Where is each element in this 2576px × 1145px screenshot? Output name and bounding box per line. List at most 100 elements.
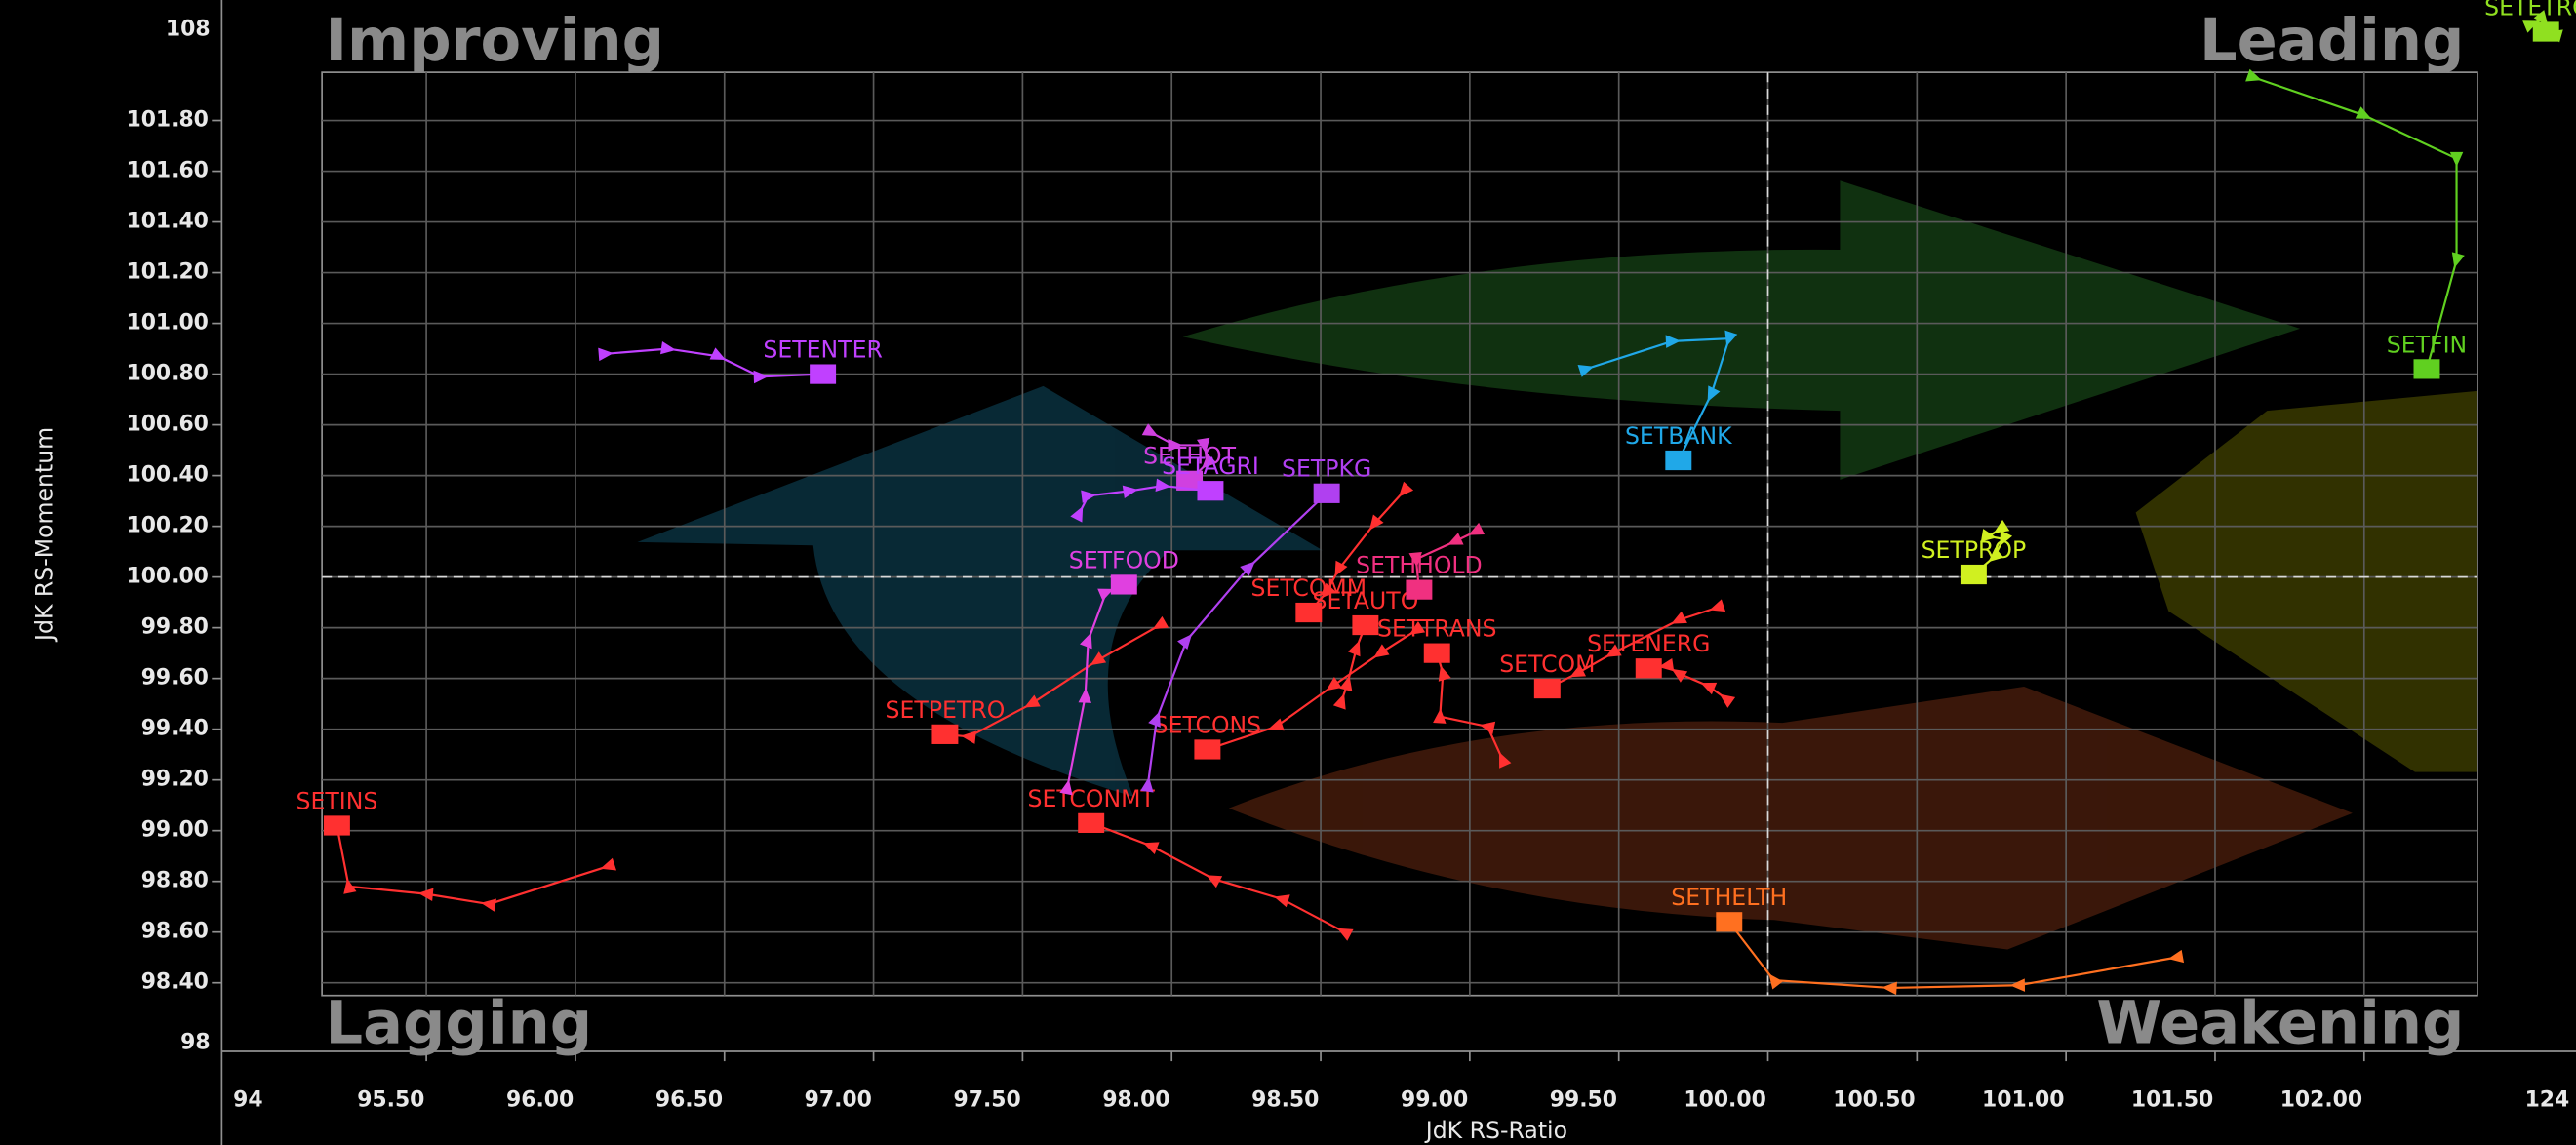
trail-marker xyxy=(1141,423,1159,437)
trail-marker xyxy=(1665,335,1682,348)
trail-marker xyxy=(600,857,616,871)
x-tick-label: 96.00 xyxy=(506,1088,574,1113)
series: SETCONS xyxy=(1154,620,1426,760)
series-label: SETAGRI xyxy=(1162,453,1259,480)
x-tick-label: 100.00 xyxy=(1684,1088,1765,1113)
series: SETPKG xyxy=(1140,455,1371,793)
y-tick-label: 98.40 xyxy=(141,970,209,995)
y-tick-label: 99.60 xyxy=(141,666,209,691)
trail-marker xyxy=(1177,634,1193,651)
x-tick-label: 97.00 xyxy=(805,1088,872,1113)
trail-marker xyxy=(1499,752,1512,769)
trail-marker xyxy=(1321,582,1336,599)
improving-arrow xyxy=(637,385,1323,797)
series: SETHOT xyxy=(1141,423,1237,491)
y-tick-label: 100.60 xyxy=(126,413,208,437)
trail-marker xyxy=(1438,665,1451,682)
series-label: SETFIN xyxy=(2387,331,2467,358)
series-label: SETHHOLD xyxy=(1356,552,1483,579)
trail-marker xyxy=(1724,330,1738,347)
trail-marker xyxy=(1577,364,1595,377)
y-tick-label: 99.80 xyxy=(141,615,209,640)
trail-marker xyxy=(1201,454,1217,469)
trail-marker xyxy=(1373,644,1390,658)
series-label: SETCOMM xyxy=(1251,574,1367,602)
trail-marker xyxy=(1274,894,1290,908)
y-tick-label: 101.60 xyxy=(126,159,208,183)
y-tick-label: 99.20 xyxy=(141,768,209,792)
series: SETPROP xyxy=(1922,519,2026,585)
head-marker xyxy=(931,724,959,744)
head-marker xyxy=(1110,574,1137,595)
series-label: SETHOT xyxy=(1143,443,1237,470)
quadrant-label: Improving xyxy=(325,7,664,75)
series: SETENERG xyxy=(1587,630,1736,708)
trail-marker xyxy=(1768,973,1783,990)
trail-marker xyxy=(1122,485,1138,498)
trail-marker xyxy=(1368,514,1384,531)
trail-marker xyxy=(1468,522,1486,535)
series: SETETRON xyxy=(2484,0,2576,43)
series-label: SETHELTH xyxy=(1671,884,1787,911)
trail-marker xyxy=(1980,529,1997,542)
trail-marker xyxy=(1080,632,1092,650)
series-label: SETCONMT xyxy=(1028,785,1156,812)
quadrant-label: Weakening xyxy=(2096,989,2464,1057)
series: SETAGRI xyxy=(1070,453,1259,523)
trail-marker xyxy=(2533,10,2549,26)
x-tick-label: 97.50 xyxy=(954,1088,1021,1113)
head-marker xyxy=(1352,614,1379,636)
series: SETCOMM xyxy=(1251,481,1414,623)
trail-marker xyxy=(417,888,434,901)
trail-marker xyxy=(1168,438,1183,453)
trail-marker xyxy=(1070,506,1084,523)
series-label: SETFOOD xyxy=(1069,546,1179,573)
trail-marker xyxy=(1671,668,1688,683)
y-tick-label: 101.80 xyxy=(126,108,208,133)
trail-marker xyxy=(1206,875,1223,888)
head-marker xyxy=(1716,912,1743,932)
trail-marker xyxy=(660,340,677,355)
head-marker xyxy=(1635,658,1662,679)
trail-marker xyxy=(709,347,727,361)
head-marker xyxy=(1960,564,1987,585)
leading-arrow xyxy=(1182,180,2301,480)
rotation-arrows xyxy=(637,180,2477,950)
trail-marker xyxy=(1408,620,1426,635)
trail-marker xyxy=(1240,561,1255,576)
x-tick-label: 101.50 xyxy=(2131,1088,2213,1113)
series: SETHELTH xyxy=(1671,884,2185,996)
x-tick-label: 99.00 xyxy=(1401,1088,1468,1113)
series-label: SETCOM xyxy=(1499,651,1595,678)
series: SETCONMT xyxy=(1028,785,1354,941)
y-tick-label: 99.40 xyxy=(141,717,209,741)
head-marker xyxy=(1194,739,1221,760)
trail-line xyxy=(1340,624,1367,702)
trail-marker xyxy=(1988,547,2004,563)
y-tick-label: 101.00 xyxy=(126,311,208,336)
grid xyxy=(322,72,2477,996)
series: SETBANK xyxy=(1577,330,1738,471)
trail-marker xyxy=(1155,478,1171,493)
trail-marker xyxy=(1433,708,1447,724)
trail-marker xyxy=(1447,533,1464,545)
series-label: SETCONS xyxy=(1154,711,1262,738)
trail-marker xyxy=(2245,68,2262,82)
series-label: SETTRANS xyxy=(1377,615,1496,643)
trail-marker xyxy=(1081,490,1097,503)
trail-marker xyxy=(1336,928,1354,941)
trail-marker xyxy=(1700,682,1718,695)
trail-marker xyxy=(1605,644,1622,657)
x-tick-label: 102.00 xyxy=(2280,1088,2362,1113)
trail-marker xyxy=(2449,151,2464,167)
trail-marker xyxy=(2167,949,2185,964)
x-tick-label: 95.50 xyxy=(357,1088,424,1113)
y-tick-label: 100.40 xyxy=(126,463,208,488)
x-tick-label: 100.50 xyxy=(1833,1088,1915,1113)
axis-break-label: 108 xyxy=(166,17,211,41)
head-marker xyxy=(1078,812,1105,833)
y-tick-label: 98.60 xyxy=(141,920,209,944)
y-tick-label: 100.20 xyxy=(126,514,208,538)
